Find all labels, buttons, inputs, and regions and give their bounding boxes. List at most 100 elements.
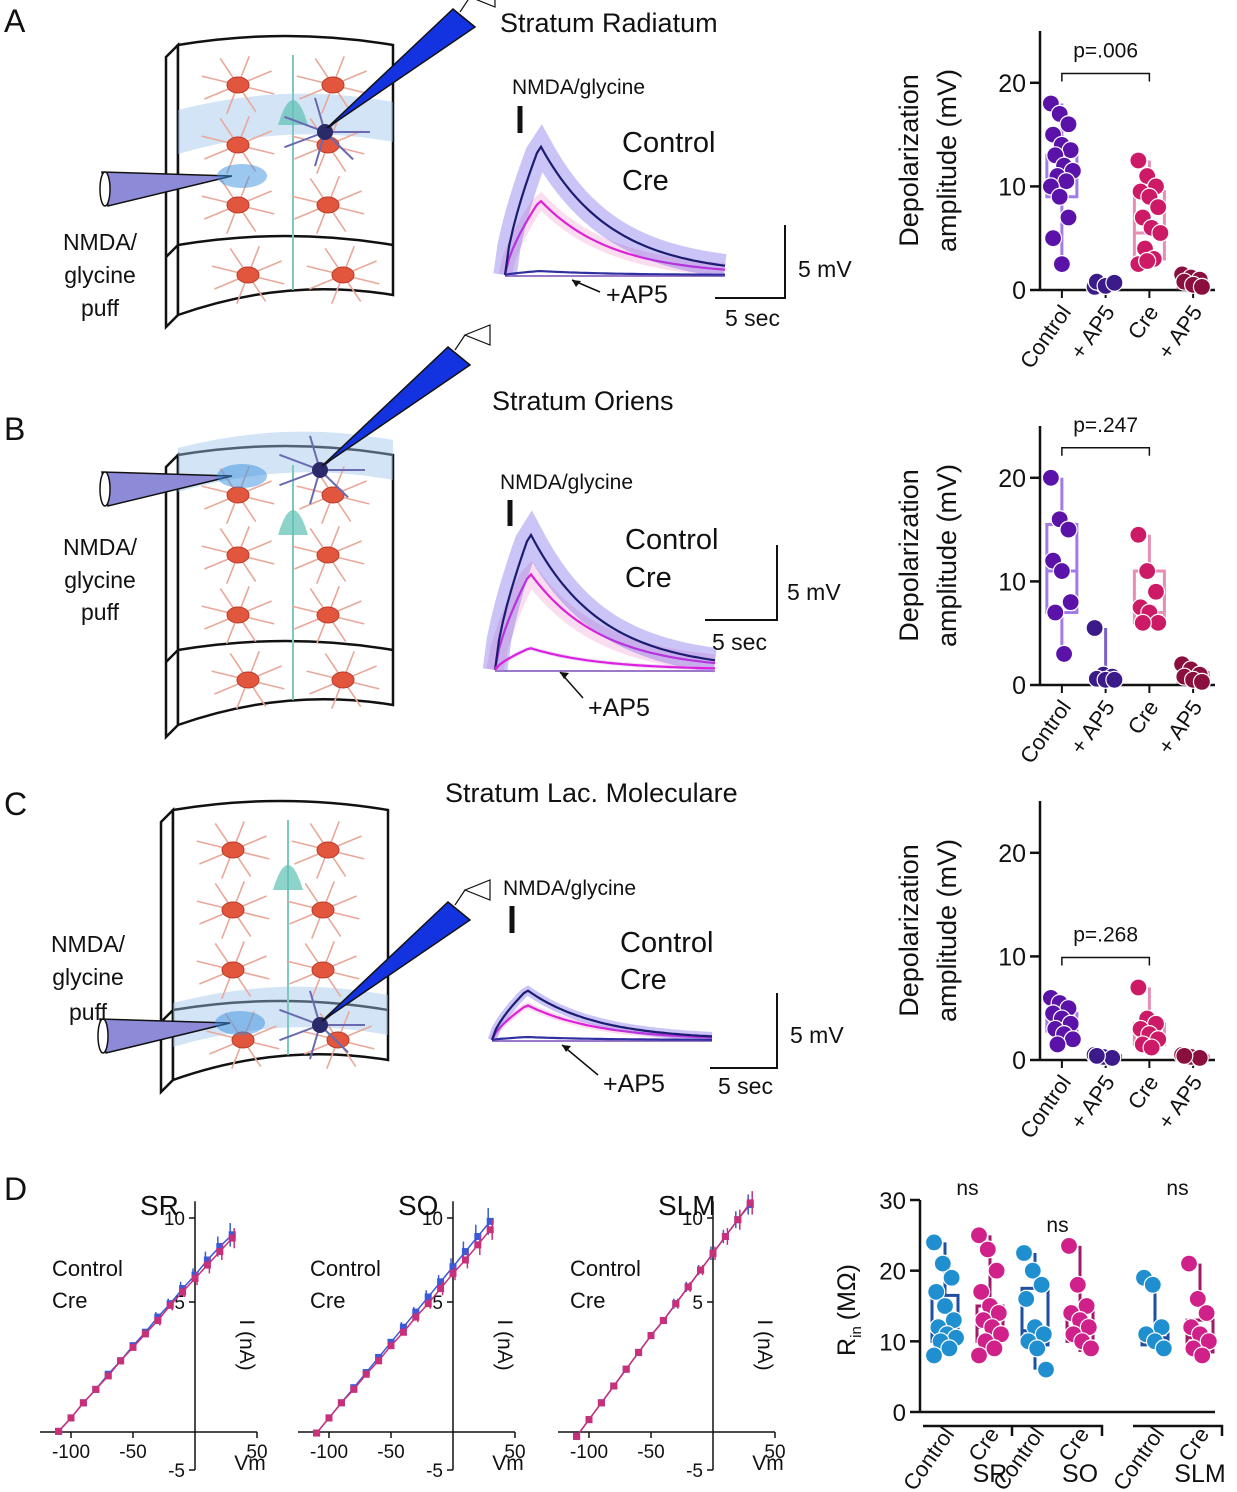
scale-bar xyxy=(705,545,778,621)
data-point xyxy=(1151,223,1170,243)
data-point xyxy=(337,1399,345,1407)
astrocyte xyxy=(226,546,250,564)
category-label: Cre xyxy=(1123,301,1164,344)
category-label: + AP5 xyxy=(1065,1071,1120,1134)
data-point xyxy=(412,1313,420,1321)
data-point xyxy=(92,1385,100,1393)
group-bracket xyxy=(1133,1424,1224,1436)
trace xyxy=(491,1035,712,1042)
data-point xyxy=(969,1226,989,1245)
data-point xyxy=(1046,603,1065,622)
data-point xyxy=(647,1332,655,1340)
y-tick-label: 10 xyxy=(422,1209,443,1230)
significance-bracket xyxy=(1061,956,1151,966)
category-label: + AP5 xyxy=(1153,696,1208,759)
astrocyte xyxy=(331,671,355,689)
significance-label: ns xyxy=(1046,1214,1068,1237)
p-value: p=.006 xyxy=(1073,40,1138,63)
data-point xyxy=(746,1199,754,1207)
puff-opening xyxy=(99,471,111,507)
data-point xyxy=(117,1357,125,1365)
y-axis-label: Rin (MΩ) xyxy=(833,1264,865,1356)
y-tick-label: 0 xyxy=(893,1400,906,1427)
arrow-head xyxy=(560,672,569,679)
p-value: p=.268 xyxy=(1073,923,1138,946)
trace xyxy=(490,989,713,1041)
data-point xyxy=(985,1339,1004,1358)
data-point xyxy=(927,1282,946,1301)
x-axis-label: Vm xyxy=(752,1452,784,1475)
data-point xyxy=(721,1232,729,1240)
data-point xyxy=(1103,1048,1122,1068)
data-point xyxy=(1179,1254,1199,1273)
layer-line xyxy=(165,639,394,663)
category-label: + AP5 xyxy=(1065,696,1120,759)
data-point xyxy=(424,1293,432,1301)
slice-diagram xyxy=(97,799,491,1096)
data-point xyxy=(474,1241,482,1249)
data-point xyxy=(1052,255,1071,274)
scale-label: 5 sec xyxy=(712,629,767,655)
data-point xyxy=(166,1301,174,1309)
data-point xyxy=(129,1343,137,1351)
layer-line xyxy=(160,999,389,1023)
data-point xyxy=(978,1240,997,1259)
astrocyte xyxy=(221,901,245,919)
y-label-unit: (MΩ) xyxy=(833,1264,861,1320)
category-label: Cre xyxy=(1123,1071,1164,1114)
data-point xyxy=(461,1256,469,1264)
y-axis-label: amplitude (mV) xyxy=(932,69,962,252)
data-point xyxy=(924,1346,944,1365)
astrocyte xyxy=(226,606,250,624)
scale-label: 5 sec xyxy=(718,1073,773,1099)
blocker-label: +AP5 xyxy=(588,694,650,722)
scale-label: 5 mV xyxy=(798,256,852,282)
astrocyte xyxy=(331,266,355,284)
data-point xyxy=(1063,1030,1082,1049)
y-axis-label: Depolarization xyxy=(894,74,924,247)
scale-label: 5 mV xyxy=(787,579,841,605)
recording-pipette xyxy=(326,8,477,129)
data-point xyxy=(935,1296,955,1316)
data-point xyxy=(313,1429,321,1437)
trace xyxy=(503,144,726,276)
data-point xyxy=(1057,172,1076,191)
scale-bar xyxy=(715,225,786,299)
data-point xyxy=(154,1316,162,1324)
data-point xyxy=(55,1427,63,1435)
stim-label: NMDA/glycine xyxy=(512,76,645,99)
significance-bracket xyxy=(1061,72,1151,82)
data-point xyxy=(216,1243,224,1251)
astrocyte xyxy=(316,546,340,564)
data-point xyxy=(1138,251,1157,271)
y-tick-label: 20 xyxy=(998,70,1026,98)
data-point xyxy=(141,1330,149,1338)
data-point xyxy=(672,1300,680,1308)
data-point xyxy=(1190,1048,1209,1068)
data-point xyxy=(1087,1046,1106,1065)
data-point xyxy=(191,1274,199,1282)
scale-label: 5 sec xyxy=(725,305,780,331)
amplifier xyxy=(454,879,491,906)
significance-label: ns xyxy=(956,1177,978,1200)
y-axis-label: amplitude (mV) xyxy=(932,464,962,647)
data-point xyxy=(635,1348,643,1356)
pyramidal-soma xyxy=(278,510,308,535)
y-tick-label: 30 xyxy=(879,1188,906,1215)
data-point xyxy=(1048,1035,1067,1054)
data-point xyxy=(1193,1346,1212,1365)
legend-label: Control xyxy=(570,1256,641,1281)
puff-cloud xyxy=(217,464,267,488)
y-tick-label: 10 xyxy=(164,1209,185,1230)
puff-label: glycine xyxy=(64,567,136,593)
puff-cloud xyxy=(215,1011,265,1035)
data-point xyxy=(969,1346,989,1365)
x-tick-label: -100 xyxy=(310,1442,348,1463)
data-point xyxy=(399,1328,407,1336)
data-point xyxy=(1023,1261,1042,1280)
data-point xyxy=(1041,468,1060,487)
puff-label: glycine xyxy=(64,262,136,288)
data-point xyxy=(216,1248,224,1256)
trace xyxy=(493,572,716,671)
